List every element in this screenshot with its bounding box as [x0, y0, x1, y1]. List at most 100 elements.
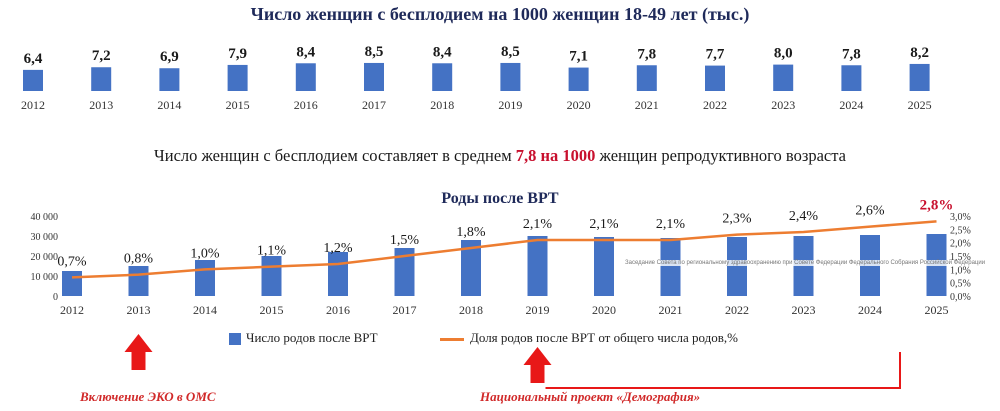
- vrt-share-value-label: 2,1%: [656, 217, 686, 232]
- vrt-births-bar: [527, 236, 548, 296]
- top-x-tick-label: 2023: [771, 98, 795, 112]
- bottom-chart-title: Роды после ВРТ: [441, 190, 559, 207]
- summary-text-post: женщин репродуктивного возраста: [599, 146, 846, 165]
- bottom-x-tick-label: 2024: [858, 303, 882, 317]
- top-bar-value-label: 8,4: [433, 44, 452, 60]
- top-bar: [91, 67, 112, 91]
- vrt-births-bar: [594, 237, 614, 296]
- eco-arrow: [124, 334, 153, 370]
- top-x-tick-label: 2013: [89, 98, 113, 112]
- vrt-births-bar: [461, 240, 481, 296]
- legend-line-swatch: [440, 338, 464, 341]
- summary-text-pre: Число женщин с бесплодием составляет в с…: [154, 146, 512, 165]
- vrt-births-bar: [660, 238, 681, 296]
- top-bar: [500, 62, 521, 91]
- top-bar-value-label: 7,2: [92, 48, 111, 64]
- top-bar-value-label: 8,0: [774, 46, 793, 62]
- top-bar-value-label: 8,5: [365, 44, 384, 60]
- bottom-x-tick-label: 2025: [925, 303, 949, 317]
- vrt-births-bar: [727, 237, 747, 296]
- right-y-tick-label: 1,0%: [950, 265, 971, 276]
- vrt-share-line: [71, 220, 937, 279]
- right-y-tick-label: 0,5%: [950, 279, 971, 290]
- right-y-tick-label: 1,5%: [950, 252, 971, 263]
- bottom-x-tick-label: 2020: [592, 303, 616, 317]
- chart-legend: Число родов после ВРТ Доля родов после В…: [0, 328, 1000, 350]
- vrt-share-value-label: 2,4%: [789, 209, 819, 224]
- top-bar: [364, 62, 384, 91]
- left-y-tick-label: 30 000: [31, 232, 59, 243]
- top-bar: [227, 64, 248, 91]
- top-bar: [23, 69, 43, 91]
- vrt-share-value-label: 2,1%: [523, 217, 553, 232]
- vrt-births-bar: [62, 271, 82, 296]
- bottom-x-tick-label: 2015: [260, 303, 284, 317]
- vrt-share-value-label: 0,7%: [57, 254, 87, 269]
- watermark: Заседание Совета по региональному здраво…: [625, 260, 986, 266]
- top-x-tick-label: 2019: [498, 98, 522, 112]
- legend-bar-label: Число родов после ВРТ: [246, 330, 378, 345]
- note-eco: Включение ЭКО в ОМС: [80, 389, 216, 404]
- average-summary: Число женщин с бесплодием составляет в с…: [0, 146, 1000, 166]
- vrt-share-value-label: 1,5%: [390, 233, 420, 248]
- vrt-share-value-label: 0,8%: [124, 252, 154, 267]
- vrt-births-bar: [394, 248, 415, 296]
- top-bar: [841, 65, 862, 91]
- summary-highlight: 7,8 на 1000: [515, 146, 596, 165]
- top-bar-value-label: 7,8: [637, 46, 656, 62]
- demography-arrow: [523, 347, 552, 383]
- bottom-x-tick-label: 2013: [127, 303, 151, 317]
- vrt-share-value-label: 2,3%: [722, 212, 752, 227]
- top-x-tick-label: 2025: [908, 98, 932, 112]
- top-bar: [705, 65, 725, 91]
- bottom-x-tick-label: 2019: [526, 303, 550, 317]
- vrt-share-value-label: 2,6%: [855, 204, 885, 219]
- vrt-share-value-label: 1,1%: [257, 244, 287, 259]
- top-x-tick-label: 2020: [567, 98, 591, 112]
- bottom-x-tick-label: 2021: [659, 303, 683, 317]
- top-bar-value-label: 8,4: [296, 44, 315, 60]
- bottom-x-tick-label: 2018: [459, 303, 483, 317]
- vrt-share-value-label: 1,0%: [190, 246, 220, 261]
- vrt-share-value-label: 2,1%: [589, 217, 619, 232]
- vrt-births-bar: [195, 260, 215, 296]
- top-bar-value-label: 7,7: [706, 47, 725, 63]
- demography-bracket: [545, 352, 901, 389]
- top-x-tick-label: 2022: [703, 98, 727, 112]
- left-y-tick-label: 40 000: [31, 212, 59, 223]
- vrt-births-bar: [328, 252, 348, 296]
- vrt-births-bar: [261, 256, 282, 296]
- top-bar: [773, 64, 794, 91]
- bottom-x-tick-label: 2016: [326, 303, 350, 317]
- vrt-share-value-label: 2,8%: [920, 197, 954, 213]
- vrt-share-value-label: 1,2%: [323, 241, 353, 256]
- top-bar: [636, 65, 657, 91]
- vrt-births-bar: [128, 266, 149, 296]
- top-chart-title: Число женщин с бесплодием на 1000 женщин…: [250, 4, 750, 24]
- note-demography: Национальный проект «Демография»: [480, 389, 701, 404]
- right-y-tick-label: 0,0%: [950, 292, 971, 303]
- right-y-tick-label: 2,5%: [950, 225, 971, 236]
- top-bar: [432, 63, 453, 91]
- top-bar-value-label: 7,9: [228, 46, 247, 62]
- top-bar: [909, 63, 930, 91]
- top-bar-value-label: 8,2: [910, 45, 929, 61]
- right-y-tick-label: 2,0%: [950, 239, 971, 250]
- bottom-x-tick-label: 2017: [393, 303, 417, 317]
- top-x-tick-label: 2017: [362, 98, 386, 112]
- legend-line-label: Доля родов после ВРТ от общего числа род…: [470, 330, 738, 345]
- top-bar-value-label: 8,5: [501, 44, 520, 60]
- top-bar: [295, 63, 316, 91]
- top-x-tick-label: 2014: [157, 98, 181, 112]
- top-bar: [568, 67, 589, 91]
- top-x-tick-label: 2018: [430, 98, 454, 112]
- left-y-tick-label: 20 000: [31, 252, 59, 263]
- vrt-births-bar: [793, 236, 814, 296]
- top-x-tick-label: 2024: [839, 98, 863, 112]
- bottom-x-tick-label: 2022: [725, 303, 749, 317]
- top-bar-value-label: 6,9: [160, 49, 179, 65]
- bottom-x-tick-label: 2012: [60, 303, 84, 317]
- top-bar-value-label: 7,8: [842, 46, 861, 62]
- bottom-x-tick-label: 2014: [193, 303, 217, 317]
